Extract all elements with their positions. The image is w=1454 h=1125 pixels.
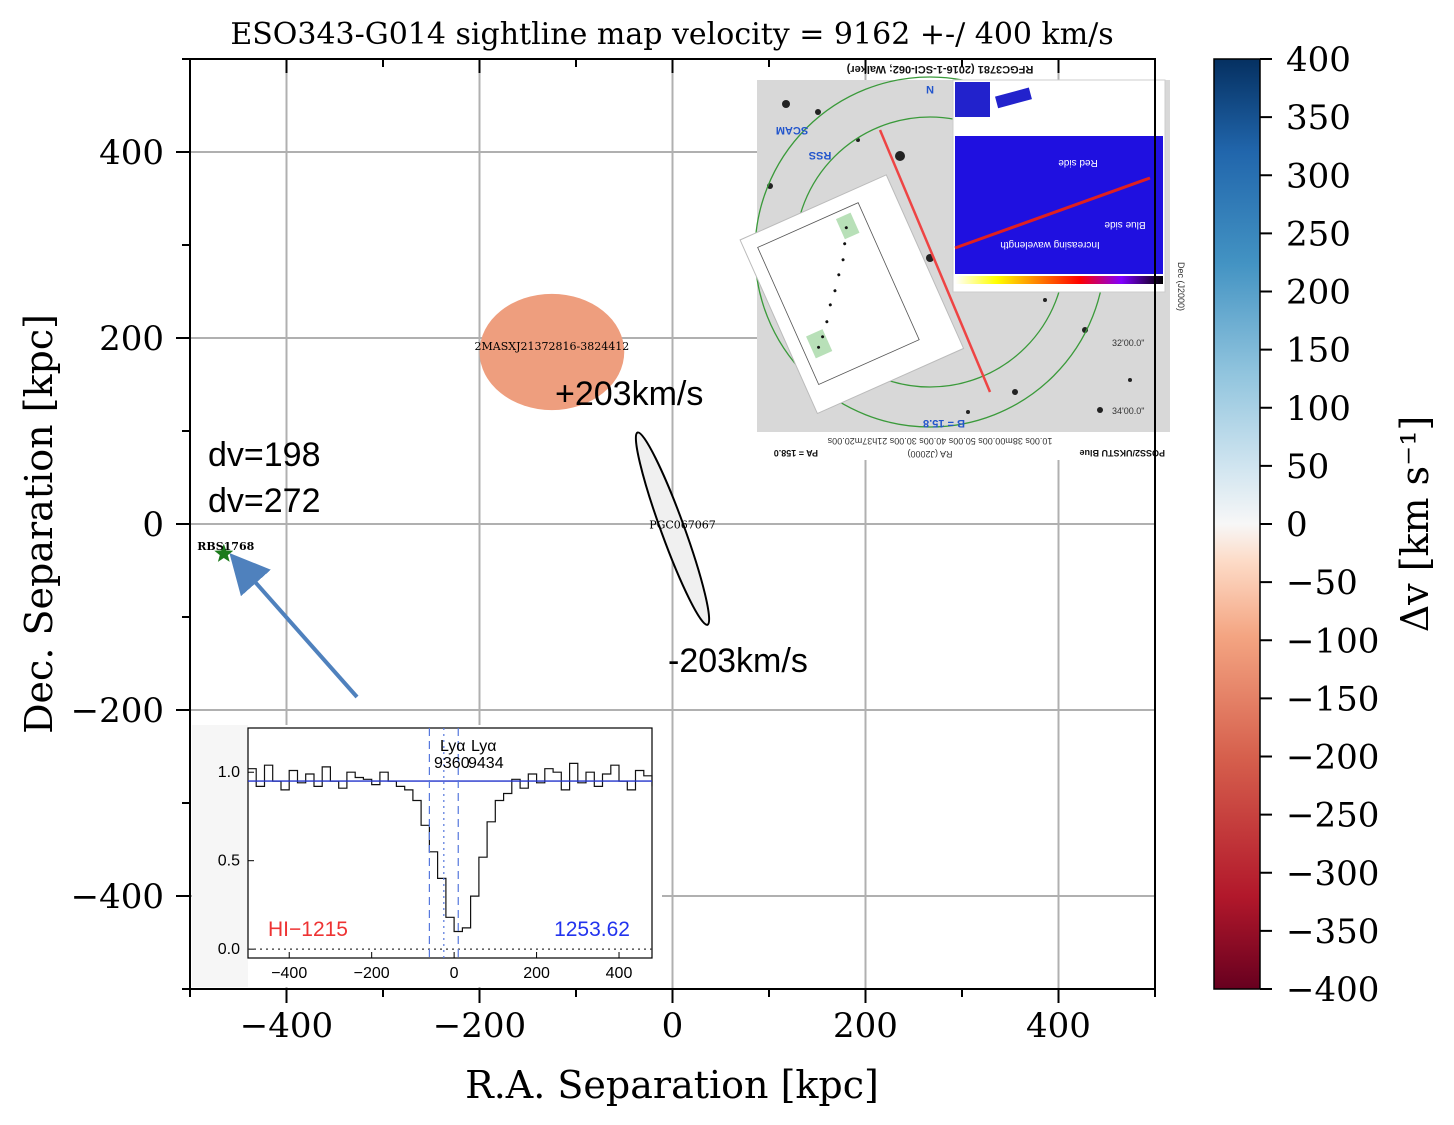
y-tick-label: 400 [99, 133, 164, 173]
y-tick-label: −200 [71, 691, 164, 731]
lya-value-2: 9434 [468, 755, 504, 772]
dv-annotation-1: dv=198 [208, 436, 321, 474]
galaxy-label: PGC067067 [649, 519, 716, 532]
x-tick-label: 400 [1026, 1006, 1091, 1046]
y-tick-label: 0 [142, 505, 164, 545]
reference-b-label: B = 15.8 [923, 417, 965, 429]
reference-pa-label: PA = 158.0 [774, 448, 818, 458]
colorbar-tick-label: 0 [1286, 505, 1308, 545]
reference-scam-label: SCAM [776, 124, 808, 136]
chart-title: ESO343-G014 sightline map velocity = 916… [230, 17, 1113, 52]
reference-ra-label: RA (J2000) [907, 449, 952, 459]
colorbar [1213, 58, 1261, 990]
colorbar-label: Δv [km s⁻¹] [1393, 416, 1437, 633]
y-axis-title: Dec. Separation [kpc] [17, 314, 61, 734]
lya-label-1: Lyα [440, 738, 466, 755]
minus-velocity-annotation: -203km/s [668, 642, 808, 680]
colorbar-ticks: −400 −350 −300 −250 −200 −150 −100 −50 0 50 100 150… [1260, 40, 1379, 1010]
colorbar-tick-label: −350 [1286, 912, 1379, 952]
reference-tick-3400: 34'00.0" [1112, 406, 1144, 416]
reference-ra-ticks: 10.00s 38m00.00s 50.00s 40.00s 30.00s 21… [827, 436, 1052, 446]
galaxy-label: 2MASXJ21372816-3824412 [475, 340, 630, 353]
axis-ticks: −400 −200 0 200 400 −400 −200 0 200 400 [71, 58, 1156, 1046]
colorbar-tick-label: −200 [1286, 738, 1379, 778]
colorbar-tick-label: −100 [1286, 621, 1379, 661]
y-tick-label: 200 [99, 319, 164, 359]
spectrum-frame [247, 727, 653, 959]
spectrum-right-label: 1253.62 [554, 918, 630, 941]
x-tick-label: −400 [240, 1006, 333, 1046]
sightline-arrow [229, 553, 359, 699]
spectrum-axes: −400 −200 0 200 400 0.0 0.5 1.0 [218, 764, 633, 982]
spectrum-x-tick-label: −200 [354, 965, 390, 982]
plus-velocity-annotation: +203km/s [555, 375, 703, 413]
colorbar-tick-label: 350 [1286, 98, 1351, 138]
x-tick-label: 200 [833, 1006, 898, 1046]
x-tick-label: 0 [662, 1006, 684, 1046]
x-axis-title: R.A. Separation [kpc] [465, 1063, 879, 1107]
reference-red-side: Red side [1058, 157, 1098, 168]
spectrum-flux-line [248, 762, 653, 933]
sightline-label: RBS1768 [197, 540, 254, 553]
reference-header: RFGC3781 (2016-1-SCI-062; Walker) [846, 63, 1033, 75]
reference-rotation-sheet [739, 174, 965, 415]
colorbar-tick-label: −150 [1286, 679, 1379, 719]
galaxy-ellipses: 2MASXJ21372816-3824412 PGC067067 [475, 293, 716, 626]
colorbar-tick-label: −250 [1286, 796, 1379, 836]
spectrum-x-tick-label: 0 [450, 965, 459, 982]
colorbar-tick-label: −300 [1286, 854, 1379, 894]
dv-annotation-2: dv=272 [208, 482, 321, 520]
colorbar-tick-label: 200 [1286, 273, 1351, 313]
y-tick-label: −400 [71, 877, 164, 917]
colorbar-tick-label: 150 [1286, 331, 1351, 371]
reference-poss-label: POSS2/UKSTU Blue [1079, 448, 1165, 458]
spectrum-x-tick-label: −400 [271, 965, 307, 982]
reference-increasing-label: Increasing wavelength [1000, 239, 1100, 250]
spectrum-inset: −400 −200 0 200 400 0.0 0.5 1.0 Lyα Lyα 9434 93… [192, 725, 662, 987]
colorbar-tick-label: 400 [1286, 40, 1351, 80]
reference-dec-label: Dec (J2000) [1176, 262, 1186, 311]
lya-value-1: 9360 [434, 755, 470, 772]
colorbar-tick-label: 300 [1286, 156, 1351, 196]
colorbar-tick-label: −50 [1286, 563, 1358, 603]
spectrum-left-label: HI−1215 [268, 918, 348, 941]
spectrum-y-tick-label: 0.5 [218, 853, 240, 870]
galaxy-ellipse [634, 431, 711, 626]
spectrum-y-tick-label: 0.0 [218, 941, 240, 958]
galaxy-ellipse [479, 293, 625, 411]
reference-blue-side: Blue side [1104, 219, 1146, 230]
reference-rss-label: RSS [809, 149, 832, 161]
reference-tick-3200: 32'00.0" [1112, 338, 1144, 348]
sightline-star-marker [214, 543, 234, 562]
sightline-markers: RBS1768 [197, 540, 255, 562]
reference-n-label: N [926, 83, 934, 95]
colorbar-tick-label: 50 [1286, 447, 1329, 487]
spectrum-x-tick-label: 200 [523, 965, 550, 982]
colorbar-tick-label: 100 [1286, 389, 1351, 429]
colorbar-tick-label: 250 [1286, 214, 1351, 254]
colorbar-tick-label: −400 [1286, 970, 1379, 1010]
reference-slit [878, 129, 992, 393]
spectrum-x-tick-label: 400 [606, 965, 633, 982]
slit-reference-image: RFGC3781 (2016-1-SCI-062; Walker) SCAM R… [739, 63, 1186, 460]
lya-label-2: Lyα [471, 738, 497, 755]
spectrum-y-tick-label: 1.0 [218, 764, 240, 781]
x-tick-label: −200 [433, 1006, 526, 1046]
